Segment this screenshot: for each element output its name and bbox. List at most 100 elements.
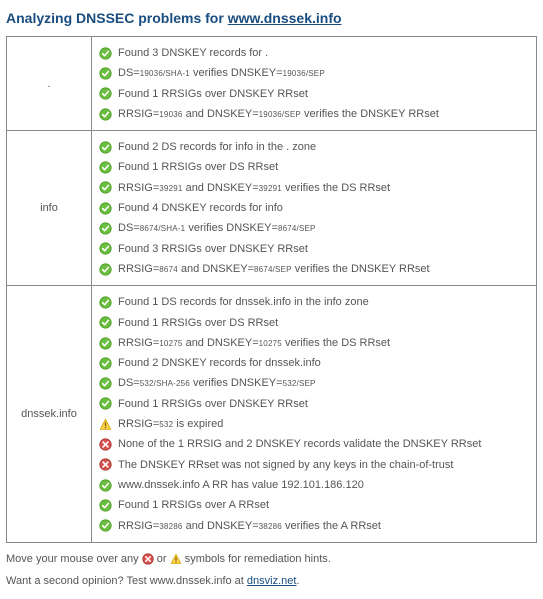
- result-message: RRSIG=39291 and DNSKEY=39291 verifies th…: [118, 181, 530, 195]
- zone-row: dnssek.info Found 1 DS records for dnsse…: [7, 286, 537, 543]
- key-tag: 532/SEP: [283, 379, 316, 388]
- result-message: RRSIG=38286 and DNSKEY=38286 verifies th…: [118, 519, 530, 533]
- result-message: Found 1 RRSIGs over DNSKEY RRset: [118, 397, 530, 411]
- warning-icon: [170, 553, 182, 565]
- result-message: Found 2 DNSKEY records for dnssek.info: [118, 356, 530, 370]
- zone-results-cell: Found 2 DS records for info in the . zon…: [92, 131, 537, 286]
- result-line: RRSIG=8674 and DNSKEY=8674/SEP verifies …: [98, 259, 530, 279]
- result-line: DS=532/SHA-256 verifies DNSKEY=532/SEP: [98, 373, 530, 393]
- zone-name-cell: .: [7, 37, 92, 131]
- result-line: RRSIG=532 is expired: [98, 414, 530, 434]
- result-line: RRSIG=19036 and DNSKEY=19036/SEP verifie…: [98, 104, 530, 124]
- result-line: DS=19036/SHA-1 verifies DNSKEY=19036/SEP: [98, 63, 530, 83]
- ok-icon: [98, 498, 112, 512]
- hint-pre: Move your mouse over any: [6, 553, 142, 565]
- ok-icon: [98, 242, 112, 256]
- opinion-post: .: [296, 575, 299, 587]
- result-line: Found 2 DNSKEY records for dnssek.info: [98, 353, 530, 373]
- key-tag: 8674/SEP: [278, 224, 316, 233]
- ok-icon: [98, 377, 112, 391]
- ok-icon: [98, 262, 112, 276]
- key-tag: 10275: [159, 339, 182, 348]
- results-table: . Found 3 DNSKEY records for . DS=19036/…: [6, 36, 537, 543]
- key-tag: 8674: [159, 265, 178, 274]
- result-line: Found 1 RRSIGs over DNSKEY RRset: [98, 84, 530, 104]
- page-title: Analyzing DNSSEC problems for www.dnssek…: [6, 10, 537, 26]
- result-message: Found 1 RRSIGs over DS RRset: [118, 160, 530, 174]
- error-icon[interactable]: [98, 437, 112, 451]
- zone-name-cell: dnssek.info: [7, 286, 92, 543]
- ok-icon: [98, 66, 112, 80]
- result-line: Found 1 RRSIGs over DS RRset: [98, 157, 530, 177]
- zone-row: . Found 3 DNSKEY records for . DS=19036/…: [7, 37, 537, 131]
- result-message: Found 1 RRSIGs over A RRset: [118, 498, 530, 512]
- result-message: DS=532/SHA-256 verifies DNSKEY=532/SEP: [118, 376, 530, 390]
- hint-mid: or: [157, 553, 170, 565]
- result-line: Found 1 RRSIGs over DS RRset: [98, 313, 530, 333]
- result-line: Found 1 DS records for dnssek.info in th…: [98, 292, 530, 312]
- ok-icon: [98, 478, 112, 492]
- key-tag: 532: [159, 420, 173, 429]
- zone-row: info Found 2 DS records for info in the …: [7, 131, 537, 286]
- result-line: RRSIG=39291 and DNSKEY=39291 verifies th…: [98, 178, 530, 198]
- zone-results-cell: Found 3 DNSKEY records for . DS=19036/SH…: [92, 37, 537, 131]
- result-message: Found 3 RRSIGs over DNSKEY RRset: [118, 242, 530, 256]
- result-message: Found 4 DNSKEY records for info: [118, 201, 530, 215]
- result-message: Found 1 RRSIGs over DNSKEY RRset: [118, 87, 530, 101]
- result-line: Found 3 DNSKEY records for .: [98, 43, 530, 63]
- result-message: DS=8674/SHA-1 verifies DNSKEY=8674/SEP: [118, 221, 530, 235]
- result-line: None of the 1 RRSIG and 2 DNSKEY records…: [98, 434, 530, 454]
- ok-icon: [98, 87, 112, 101]
- warning-icon[interactable]: [98, 417, 112, 431]
- error-icon[interactable]: [98, 458, 112, 472]
- ok-icon: [98, 397, 112, 411]
- ok-icon: [98, 46, 112, 60]
- hint-post: symbols for remediation hints.: [185, 553, 331, 565]
- result-message: None of the 1 RRSIG and 2 DNSKEY records…: [118, 437, 530, 451]
- zone-results-cell: Found 1 DS records for dnssek.info in th…: [92, 286, 537, 543]
- result-line: RRSIG=38286 and DNSKEY=38286 verifies th…: [98, 516, 530, 536]
- hint-footer: Move your mouse over any or symbols for …: [6, 553, 537, 565]
- result-line: Found 3 RRSIGs over DNSKEY RRset: [98, 239, 530, 259]
- result-line: Found 2 DS records for info in the . zon…: [98, 137, 530, 157]
- key-tag: 8674/SEP: [254, 265, 292, 274]
- result-line: Found 4 DNSKEY records for info: [98, 198, 530, 218]
- ok-icon: [98, 295, 112, 309]
- result-message: Found 1 RRSIGs over DS RRset: [118, 316, 530, 330]
- ok-icon: [98, 519, 112, 533]
- result-message: Found 2 DS records for info in the . zon…: [118, 140, 530, 154]
- result-message: Found 3 DNSKEY records for .: [118, 46, 530, 60]
- ok-icon: [98, 140, 112, 154]
- key-tag: 19036/SEP: [259, 110, 301, 119]
- ok-icon: [98, 201, 112, 215]
- ok-icon: [98, 336, 112, 350]
- result-line: Found 1 RRSIGs over A RRset: [98, 495, 530, 515]
- result-line: Found 1 RRSIGs over DNSKEY RRset: [98, 394, 530, 414]
- key-tag: 38286: [259, 522, 282, 531]
- result-line: The DNSKEY RRset was not signed by any k…: [98, 455, 530, 475]
- opinion-pre: Want a second opinion? Test www.dnssek.i…: [6, 575, 247, 587]
- key-tag: 532/SHA-256: [140, 379, 190, 388]
- title-domain-link[interactable]: www.dnssek.info: [228, 10, 342, 26]
- ok-icon: [98, 161, 112, 175]
- ok-icon: [98, 107, 112, 121]
- result-line: www.dnssek.info A RR has value 192.101.1…: [98, 475, 530, 495]
- title-prefix: Analyzing DNSSEC problems for: [6, 10, 228, 26]
- result-message: Found 1 DS records for dnssek.info in th…: [118, 295, 530, 309]
- key-tag: 38286: [159, 522, 182, 531]
- error-icon: [142, 553, 154, 565]
- zone-name-cell: info: [7, 131, 92, 286]
- ok-icon: [98, 356, 112, 370]
- result-line: DS=8674/SHA-1 verifies DNSKEY=8674/SEP: [98, 218, 530, 238]
- key-tag: 39291: [159, 184, 182, 193]
- key-tag: 19036: [159, 110, 182, 119]
- result-message: RRSIG=8674 and DNSKEY=8674/SEP verifies …: [118, 262, 530, 276]
- ok-icon: [98, 316, 112, 330]
- dnsviz-link[interactable]: dnsviz.net: [247, 575, 297, 587]
- key-tag: 39291: [259, 184, 282, 193]
- opinion-footer: Want a second opinion? Test www.dnssek.i…: [6, 575, 537, 587]
- result-message: RRSIG=10275 and DNSKEY=10275 verifies th…: [118, 336, 530, 350]
- result-message: The DNSKEY RRset was not signed by any k…: [118, 458, 530, 472]
- result-message: RRSIG=19036 and DNSKEY=19036/SEP verifie…: [118, 107, 530, 121]
- result-line: RRSIG=10275 and DNSKEY=10275 verifies th…: [98, 333, 530, 353]
